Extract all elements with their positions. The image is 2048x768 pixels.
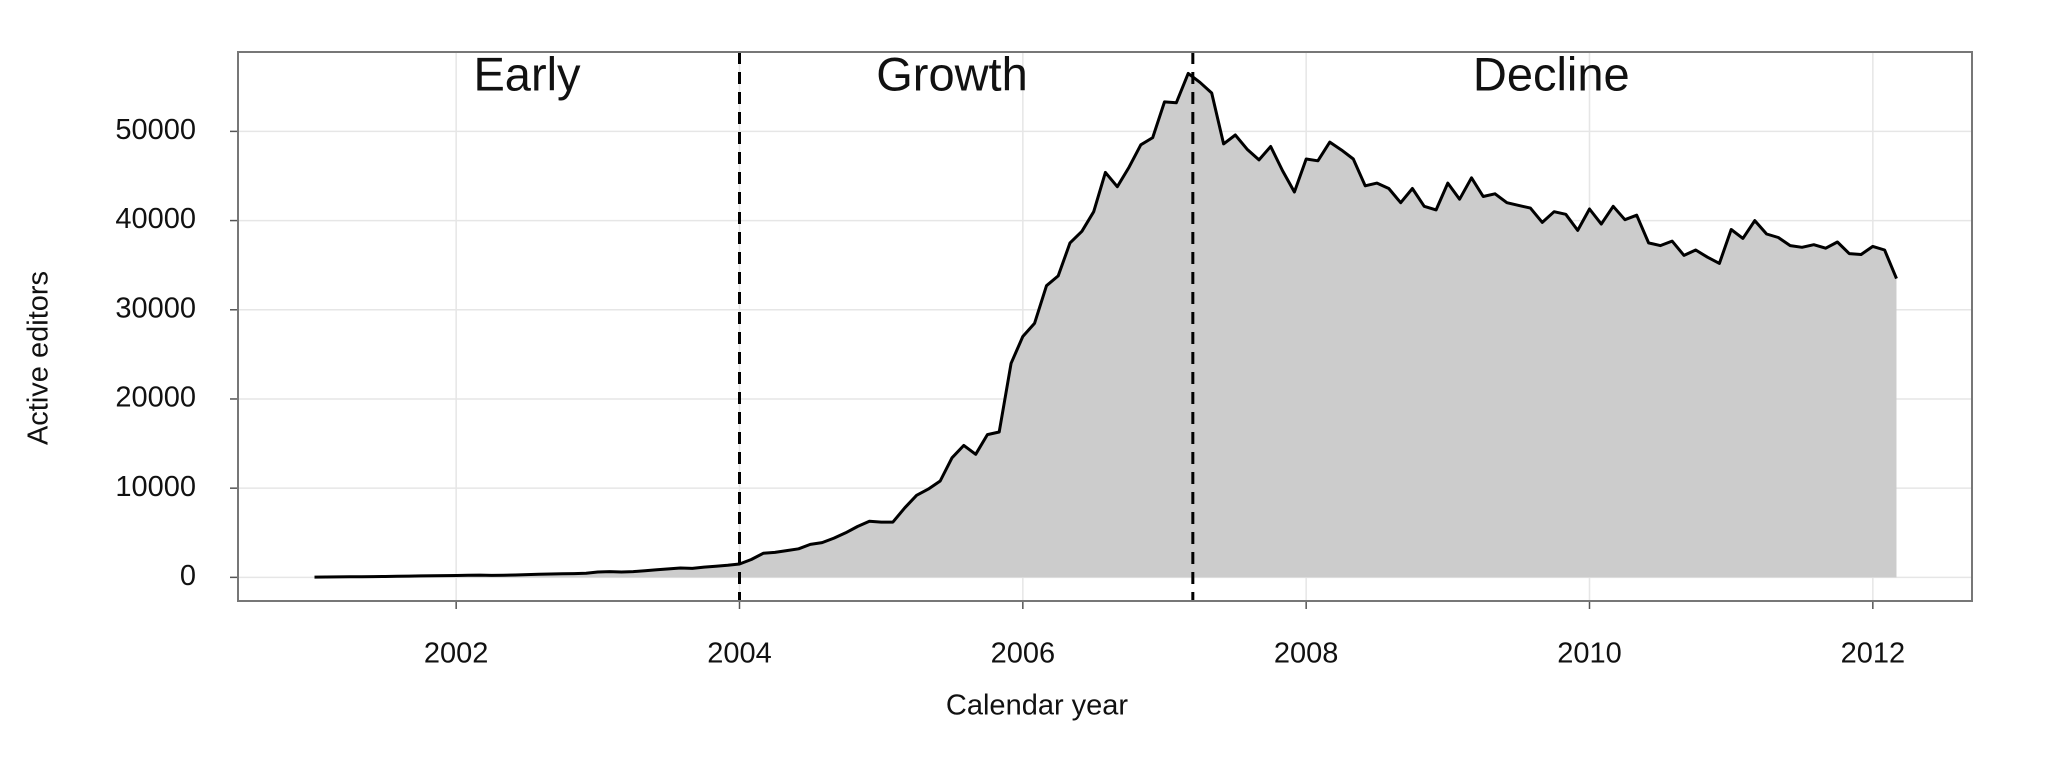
phase-label: Early — [473, 47, 581, 100]
line — [314, 71, 1898, 579]
phase-label: Decline — [1473, 47, 1630, 100]
y-tick-label: 40000 — [115, 203, 196, 235]
x-tick-label: 2012 — [1841, 638, 1906, 670]
y-tick-label: 20000 — [115, 382, 196, 414]
y-tick-label: 0 — [180, 560, 196, 592]
phase-label: Growth — [876, 47, 1028, 100]
y-tick-label: 50000 — [115, 114, 196, 146]
y-tick-label: 30000 — [115, 292, 196, 324]
x-tick-label: 2004 — [707, 638, 772, 670]
x-axis-label: Calendar year — [946, 690, 1128, 722]
plot-frame — [237, 51, 1973, 602]
x-tick-label: 2002 — [424, 638, 489, 670]
y-axis-label: Active editors — [23, 271, 55, 445]
x-tick-label: 2008 — [1274, 638, 1339, 670]
y-tick-label: 10000 — [115, 471, 196, 503]
x-tick-label: 2010 — [1557, 638, 1622, 670]
area — [314, 73, 1897, 578]
x-tick-label: 2006 — [991, 638, 1056, 670]
